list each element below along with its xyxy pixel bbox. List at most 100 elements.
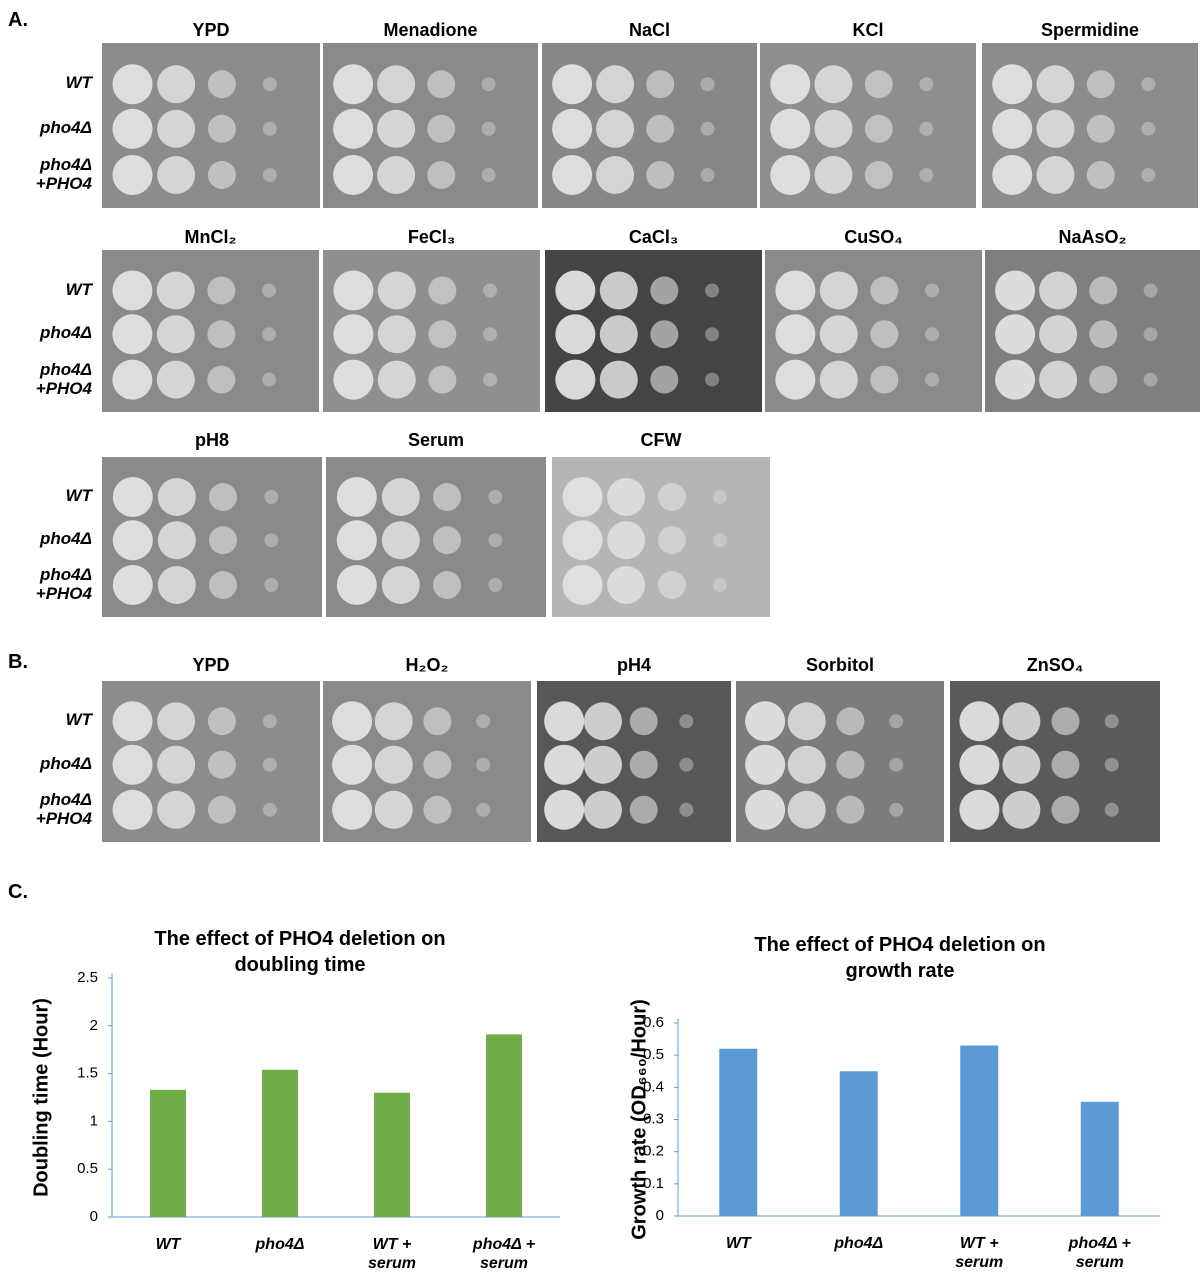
colony-spot — [646, 161, 674, 189]
colony-spot — [375, 791, 413, 829]
colony-spot — [113, 520, 153, 560]
colony-spot — [995, 271, 1035, 311]
colony-spot — [337, 520, 377, 560]
colony-spot — [995, 314, 1035, 354]
colony-spot — [870, 320, 898, 348]
colony-spot — [332, 745, 372, 785]
colony-spot — [1144, 327, 1158, 341]
colony-spot — [1052, 796, 1080, 824]
colony-spot — [646, 70, 674, 98]
condition-label: NaCl — [629, 20, 670, 40]
colony-spot — [544, 790, 584, 830]
colony-spot — [476, 803, 490, 817]
strain-label: pho4Δ — [2, 529, 92, 548]
colony-spot — [745, 701, 785, 741]
colony-spot — [113, 109, 153, 149]
condition-label: NaAsO₂ — [1058, 227, 1126, 247]
bar — [262, 1070, 298, 1217]
colony-spot — [600, 361, 638, 399]
strain-label: pho4Δ — [2, 118, 92, 137]
colony-spot — [836, 707, 864, 735]
colony-spot — [158, 566, 196, 604]
colony-spot — [482, 77, 496, 91]
colony-spot — [650, 320, 678, 348]
colony-spot — [113, 64, 153, 104]
colony-spot — [113, 790, 153, 830]
x-tick-label: WT + serum — [934, 1234, 1024, 1272]
colony-spot — [382, 521, 420, 559]
colony-spot — [427, 70, 455, 98]
colony-spot — [552, 109, 592, 149]
bar — [486, 1034, 522, 1217]
colony-spot — [650, 366, 678, 394]
colony-spot — [775, 314, 815, 354]
colony-spot — [433, 571, 461, 599]
condition-label: ZnSO₄ — [1027, 655, 1084, 675]
colony-spot — [207, 366, 235, 394]
colony-spot — [775, 360, 815, 400]
strain-label: pho4Δ +PHO4 — [2, 155, 92, 193]
strain-label: WT — [2, 710, 92, 729]
colony-spot — [483, 327, 497, 341]
colony-spot — [333, 314, 373, 354]
colony-spot — [207, 320, 235, 348]
colony-spot — [788, 791, 826, 829]
colony-spot — [701, 122, 715, 136]
colony-spot — [705, 327, 719, 341]
colony-spot — [836, 751, 864, 779]
colony-spot — [596, 110, 634, 148]
colony-spot — [428, 366, 456, 394]
colony-spot — [378, 315, 416, 353]
colony-spot — [555, 360, 595, 400]
colony-spot — [959, 701, 999, 741]
colony-spot — [483, 373, 497, 387]
colony-spot — [1039, 272, 1077, 310]
colony-spot — [488, 578, 502, 592]
panel-label: C. — [8, 881, 28, 903]
colony-spot — [488, 533, 502, 547]
bar — [719, 1049, 757, 1216]
colony-spot — [836, 796, 864, 824]
colony-spot — [713, 490, 727, 504]
strain-label: WT — [2, 280, 92, 299]
y-tick-label: 0.2 — [643, 1143, 664, 1160]
colony-spot — [658, 483, 686, 511]
colony-spot — [157, 110, 195, 148]
colony-spot — [427, 115, 455, 143]
colony-spot — [925, 327, 939, 341]
colony-spot — [208, 161, 236, 189]
y-tick-label: 0.4 — [643, 1078, 664, 1095]
colony-spot — [925, 373, 939, 387]
colony-spot — [820, 315, 858, 353]
condition-label: YPD — [192, 655, 229, 675]
y-tick-label: 2.5 — [77, 969, 98, 986]
colony-spot — [1052, 751, 1080, 779]
colony-spot — [1087, 70, 1115, 98]
colony-spot — [959, 790, 999, 830]
condition-label: pH8 — [195, 430, 229, 450]
colony-spot — [263, 758, 277, 772]
colony-spot — [705, 284, 719, 298]
condition-label: pH4 — [617, 655, 651, 675]
colony-spot — [745, 790, 785, 830]
colony-spot — [112, 314, 152, 354]
colony-spot — [113, 701, 153, 741]
colony-spot — [428, 320, 456, 348]
y-tick-label: 2 — [90, 1017, 98, 1034]
colony-spot — [1105, 714, 1119, 728]
y-tick-label: 1.5 — [77, 1065, 98, 1082]
colony-spot — [563, 520, 603, 560]
y-tick-label: 0 — [90, 1208, 98, 1225]
colony-spot — [679, 803, 693, 817]
colony-spot — [423, 796, 451, 824]
colony-spot — [1105, 803, 1119, 817]
colony-spot — [646, 115, 674, 143]
strain-label: pho4Δ — [2, 323, 92, 342]
colony-spot — [745, 745, 785, 785]
colony-spot — [1144, 373, 1158, 387]
colony-spot — [820, 272, 858, 310]
colony-spot — [157, 702, 195, 740]
colony-spot — [333, 271, 373, 311]
colony-spot — [870, 366, 898, 394]
colony-spot — [208, 751, 236, 779]
